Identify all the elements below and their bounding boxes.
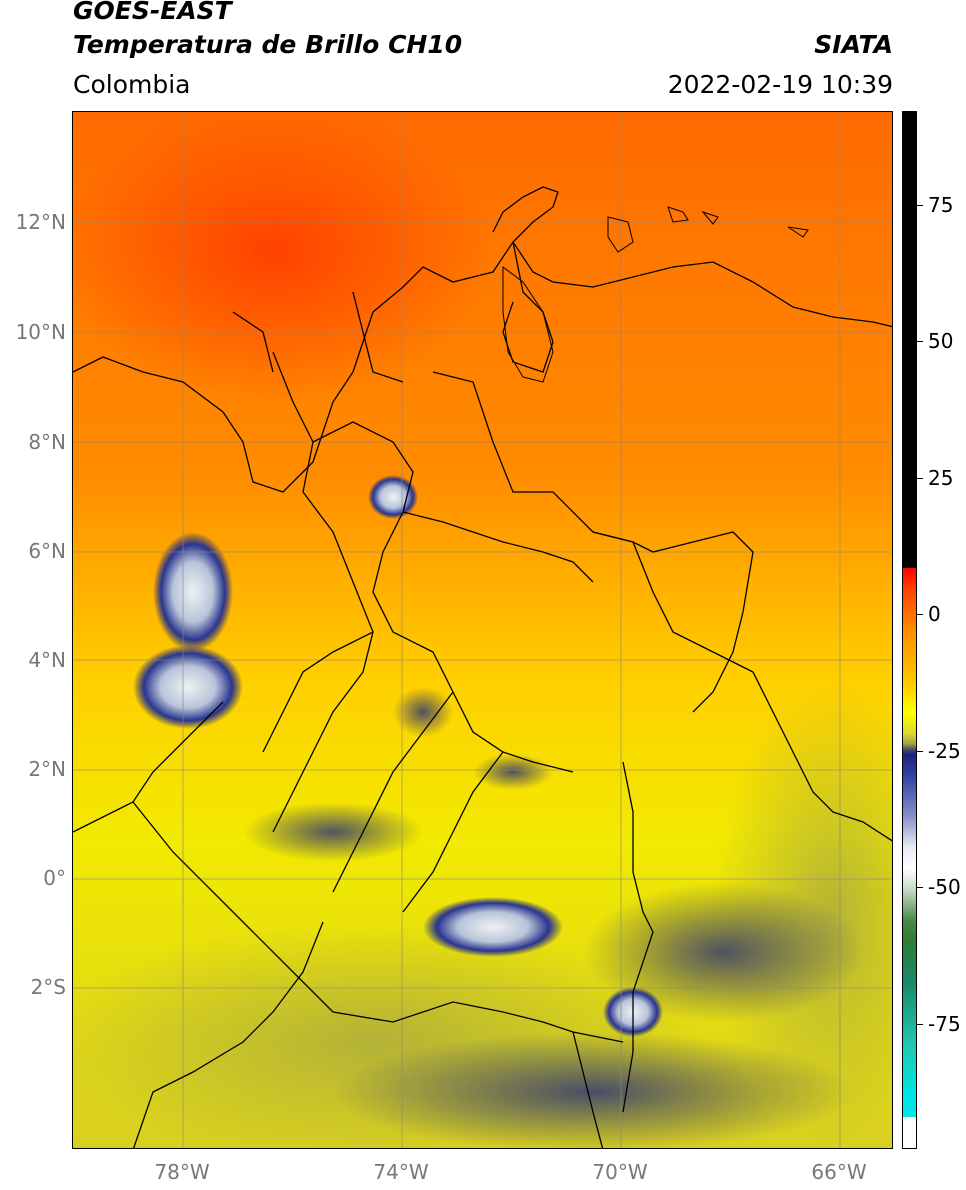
cloud-cluster-6 (393, 687, 453, 737)
gridlines (73, 112, 892, 1148)
lat-label-2s: 2°S (30, 975, 66, 999)
lon-label-74w: 74°W (373, 1160, 429, 1184)
lat-label-0: 0° (43, 866, 66, 890)
lat-label-6n: 6°N (28, 539, 66, 563)
product-title: Temperatura de Brillo CH10 (73, 30, 463, 59)
cloud-cluster-3 (368, 475, 418, 519)
cb-tick-minus50 (917, 887, 923, 888)
datetime-label: 2022-02-19 10:39 (667, 70, 893, 99)
cloud-band-west (243, 802, 423, 862)
map-image (73, 112, 892, 1148)
lat-label-2n: 2°N (28, 757, 66, 781)
region-label: Colombia (73, 70, 191, 99)
cloud-band-south (333, 1032, 853, 1148)
organization-label: SIATA (814, 30, 893, 59)
cb-label-25: 25 (928, 466, 954, 490)
coastline-islands (502, 206, 809, 383)
cb-tick-minus25 (917, 751, 923, 752)
cb-tick-25 (917, 478, 923, 479)
cloud-cluster-4 (423, 897, 563, 957)
temperature-colorbar (902, 111, 917, 1149)
satellite-map (72, 111, 893, 1149)
cb-tick-75 (917, 205, 923, 206)
lon-label-70w: 70°W (592, 1160, 648, 1184)
cloud-cluster-1 (153, 532, 233, 652)
cb-label-50: 50 (928, 329, 954, 353)
cloud-band-east (583, 882, 863, 1022)
cb-tick-0 (917, 614, 923, 615)
lon-label-78w: 78°W (154, 1160, 210, 1184)
lat-label-10n: 10°N (15, 320, 66, 344)
cloud-cluster-7 (473, 754, 553, 790)
cb-tick-50 (917, 341, 923, 342)
cb-label-minus50: -50 (928, 875, 961, 899)
lon-label-66w: 66°W (811, 1160, 867, 1184)
cb-label-0: 0 (928, 602, 941, 626)
country-borders (73, 186, 892, 1148)
lat-label-12n: 12°N (15, 210, 66, 234)
cb-label-minus25: -25 (928, 739, 961, 763)
satellite-title: GOES-EAST (73, 0, 232, 25)
cb-label-75: 75 (928, 193, 954, 217)
cb-tick-minus75 (917, 1024, 923, 1025)
lat-label-8n: 8°N (28, 430, 66, 454)
lat-label-4n: 4°N (28, 648, 66, 672)
warm-region (73, 112, 493, 402)
cloud-cluster-2 (133, 645, 243, 729)
cb-label-minus75: -75 (928, 1012, 961, 1036)
